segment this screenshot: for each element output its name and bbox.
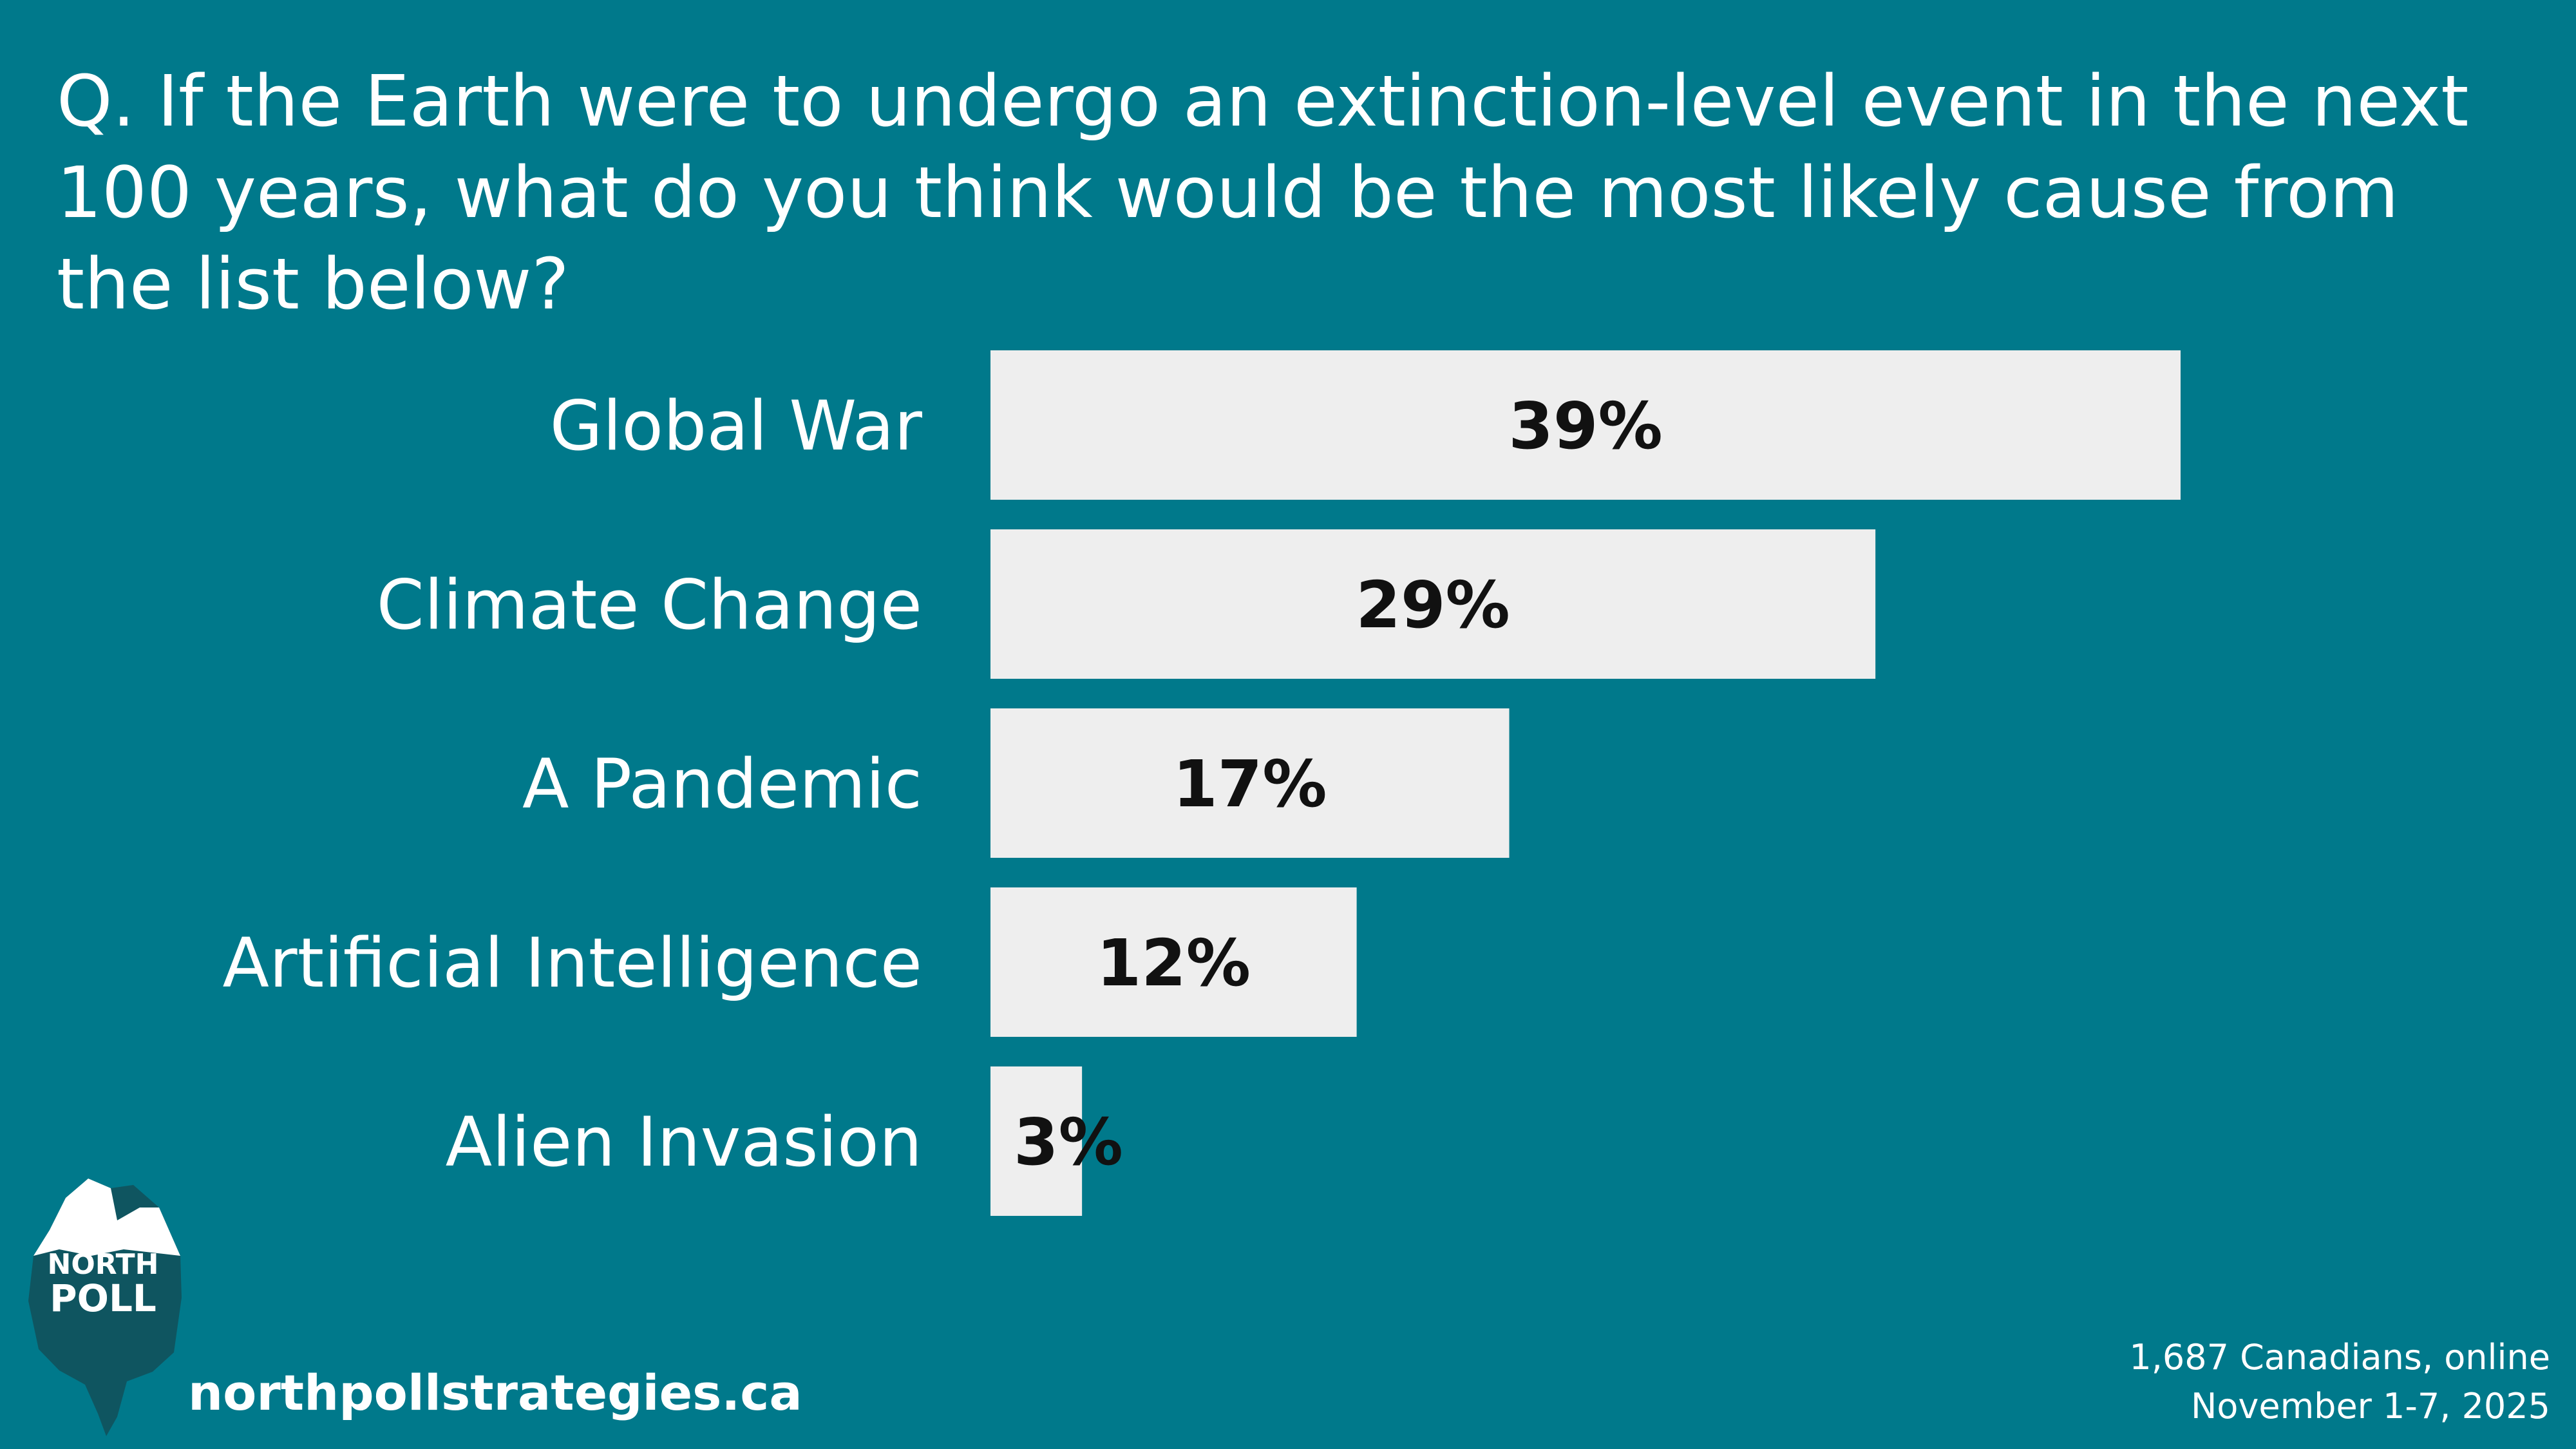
north-poll-logo: NORTH POLL xyxy=(28,1179,182,1436)
category-label: Global War xyxy=(550,386,923,466)
bar-alien-invasion xyxy=(990,1066,1083,1216)
bar-artificial-intelligence xyxy=(990,887,1357,1037)
category-label: Climate Change xyxy=(377,565,922,645)
value-label: 39% xyxy=(1508,388,1662,464)
question-title: Q. If the Earth were to undergo an extin… xyxy=(57,60,2469,325)
value-label: 17% xyxy=(1173,746,1327,822)
field-dates: November 1-7, 2025 xyxy=(2190,1386,2550,1426)
logo-text-poll: POLL xyxy=(50,1276,156,1320)
value-label: 12% xyxy=(1097,925,1251,1001)
bar-climate-change xyxy=(990,529,1876,679)
sample-note: 1,687 Canadians, online November 1-7, 20… xyxy=(2129,1333,2550,1431)
sample-size: 1,687 Canadians, online xyxy=(2129,1337,2550,1378)
category-label: Alien Invasion xyxy=(446,1103,922,1182)
value-label: 29% xyxy=(1356,567,1510,643)
iceberg-snowcap xyxy=(33,1179,180,1256)
bar-chart: Global War 39% Climate Change 29% A Pandemic… xyxy=(223,350,2181,1216)
logo-text-north: NORTH xyxy=(48,1248,159,1281)
category-label: A Pandemic xyxy=(522,744,922,824)
bar-global-war xyxy=(990,350,2181,500)
website-link[interactable]: northpollstrategies.ca xyxy=(188,1364,802,1421)
value-label: 3% xyxy=(1014,1104,1123,1180)
category-label: Artificial Intelligence xyxy=(223,923,922,1003)
bars-layer: Global War 39% Climate Change 29% A Pandemic… xyxy=(223,350,2181,1216)
bar-a-pandemic xyxy=(990,708,1510,858)
